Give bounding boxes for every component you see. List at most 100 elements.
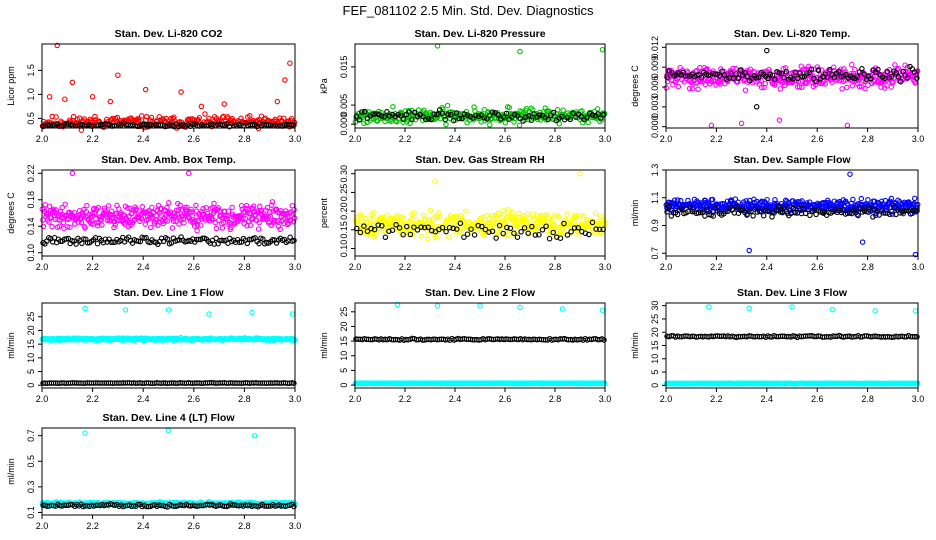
data-point	[46, 94, 53, 100]
data-point	[413, 216, 419, 223]
data-point	[836, 68, 842, 75]
data-point	[762, 80, 769, 87]
data-point	[173, 218, 179, 225]
data-point	[288, 122, 295, 128]
data-point	[71, 209, 77, 216]
data-point	[220, 220, 227, 226]
data-point	[834, 199, 841, 206]
data-point	[386, 113, 393, 119]
data-point	[379, 223, 385, 229]
y-tick-label: 5	[26, 369, 36, 374]
data-point	[575, 225, 581, 231]
data-point	[65, 121, 72, 127]
data-point	[78, 219, 85, 226]
data-point	[178, 89, 184, 95]
y-axis-label: ml/min	[630, 200, 640, 227]
data-point	[483, 230, 490, 236]
data-point	[206, 311, 212, 317]
data-point	[550, 109, 557, 116]
data-point	[414, 227, 421, 233]
data-point	[674, 211, 681, 218]
data-point	[524, 210, 531, 217]
x-tick-label: 2.6	[811, 262, 824, 272]
plot-frame	[41, 169, 296, 257]
data-point	[164, 236, 171, 242]
data-point	[49, 223, 55, 230]
data-point	[517, 304, 523, 311]
data-point	[40, 123, 46, 130]
data-point	[516, 122, 523, 129]
data-point	[89, 94, 96, 100]
data-point	[282, 77, 288, 83]
data-point	[585, 119, 591, 126]
data-point	[506, 104, 513, 111]
data-point	[116, 206, 122, 212]
data-point	[229, 204, 235, 211]
data-point	[361, 223, 367, 229]
data-point	[547, 229, 553, 236]
y-axis-label: Licor ppm	[6, 66, 16, 106]
data-point	[858, 195, 865, 202]
y-tick-label: 0.18	[26, 191, 36, 209]
x-tick-label: 2.8	[549, 394, 562, 404]
data-point	[526, 215, 533, 221]
data-point	[244, 223, 250, 229]
data-point	[829, 306, 836, 313]
data-point	[411, 224, 417, 230]
y-tick-label: 0.009	[650, 56, 660, 79]
data-point	[400, 116, 407, 123]
data-point	[400, 215, 407, 222]
data-point	[122, 307, 129, 313]
data-point	[370, 217, 376, 223]
data-point	[269, 202, 275, 208]
data-point	[158, 212, 164, 218]
data-point	[411, 210, 417, 216]
data-point	[831, 74, 838, 81]
x-tick-label: 3.0	[599, 134, 612, 144]
data-point	[564, 232, 571, 238]
data-point	[890, 78, 896, 85]
data-point	[698, 74, 705, 81]
data-point	[467, 113, 474, 120]
data-point	[450, 117, 457, 124]
data-point	[50, 206, 57, 213]
data-point	[357, 229, 364, 236]
data-point	[776, 117, 783, 123]
data-point	[503, 110, 510, 117]
data-point	[842, 69, 849, 75]
data-point	[175, 207, 182, 213]
data-point	[356, 117, 362, 123]
data-point	[815, 67, 822, 74]
data-point	[461, 111, 468, 117]
data-point	[53, 114, 59, 120]
data-point	[578, 114, 585, 120]
data-point	[598, 115, 604, 121]
data-point	[492, 215, 498, 222]
data-point	[288, 212, 295, 219]
data-point	[518, 229, 524, 235]
data-point	[138, 215, 145, 222]
y-tick-label: 0.14	[26, 217, 36, 235]
data-point	[484, 212, 490, 219]
data-point	[664, 74, 670, 80]
data-point	[114, 114, 121, 121]
data-point	[830, 64, 837, 71]
data-point	[898, 78, 904, 85]
data-point	[509, 114, 515, 121]
plot-frame	[665, 302, 919, 389]
data-point	[421, 107, 427, 113]
data-point	[81, 116, 88, 122]
data-point	[475, 113, 482, 119]
y-tick-label: 25	[339, 307, 349, 317]
y-axis-label: kPa	[319, 78, 329, 94]
data-point	[505, 207, 512, 213]
plot-frame	[354, 43, 606, 129]
data-point	[732, 196, 739, 202]
data-point	[872, 308, 878, 314]
data-point	[164, 204, 170, 211]
data-point	[482, 220, 489, 227]
data-point	[221, 101, 227, 107]
